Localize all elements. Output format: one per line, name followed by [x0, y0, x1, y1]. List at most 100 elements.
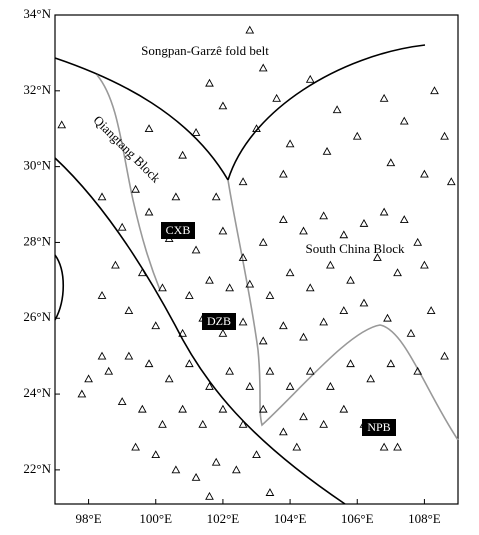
station [359, 298, 369, 307]
station [252, 450, 261, 459]
station [373, 253, 382, 261]
y-tick-label: 28°N [23, 233, 51, 248]
station [440, 351, 449, 360]
station [319, 317, 329, 326]
station [386, 158, 396, 167]
station [446, 177, 456, 186]
station [305, 366, 315, 375]
fault-line [54, 157, 346, 505]
station [393, 268, 402, 277]
station [399, 116, 409, 125]
station [430, 86, 439, 95]
station [420, 169, 429, 178]
station [279, 427, 288, 436]
station [322, 146, 332, 155]
station [258, 63, 268, 72]
station [238, 177, 248, 186]
station [272, 93, 282, 102]
station [144, 207, 154, 216]
station [158, 419, 167, 428]
y-tick-label: 30°N [23, 158, 51, 173]
station [399, 215, 409, 224]
station [171, 192, 181, 201]
station [406, 328, 416, 337]
station [178, 328, 187, 337]
station [359, 419, 369, 428]
station [158, 283, 167, 292]
station [144, 359, 154, 368]
station [97, 290, 107, 299]
station [151, 321, 161, 330]
station [225, 283, 234, 292]
station [305, 74, 315, 83]
station [252, 124, 261, 133]
station [285, 139, 295, 148]
station [440, 131, 449, 140]
station [346, 359, 355, 368]
station [205, 78, 214, 87]
label-box [362, 419, 396, 436]
region-label: Songpan-Garzê fold belt [141, 43, 269, 58]
station [238, 253, 248, 261]
region-label: South China Block [306, 241, 405, 256]
y-tick-label: 22°N [23, 461, 51, 476]
station [164, 234, 174, 242]
station [265, 488, 275, 496]
station [326, 260, 335, 269]
station [292, 442, 302, 451]
station [218, 226, 228, 235]
station [84, 374, 93, 383]
station [117, 397, 127, 405]
station [124, 351, 134, 360]
station [359, 218, 369, 227]
station [265, 290, 275, 299]
station [111, 260, 120, 269]
station [211, 457, 221, 466]
station [77, 389, 87, 398]
station [184, 290, 194, 299]
station [218, 101, 228, 110]
y-tick-label: 26°N [23, 309, 51, 324]
label-box [202, 313, 236, 330]
station [97, 192, 107, 201]
station [258, 336, 268, 345]
station [137, 268, 147, 277]
station [383, 313, 392, 322]
station [151, 450, 161, 459]
station [265, 366, 275, 375]
x-tick-label: 102°E [207, 511, 240, 526]
basin-label: NPB [367, 420, 390, 434]
station [238, 317, 248, 326]
station [346, 275, 355, 284]
station [352, 131, 362, 140]
station [319, 419, 329, 428]
station [279, 169, 288, 178]
station [104, 366, 114, 375]
station [198, 419, 208, 428]
y-tick-label: 32°N [23, 82, 51, 97]
station [420, 260, 429, 269]
station [339, 306, 349, 315]
station [245, 279, 255, 288]
station [426, 306, 436, 315]
station [225, 366, 234, 375]
station [238, 419, 248, 428]
fault-line [96, 74, 161, 291]
station [131, 184, 140, 193]
station [97, 351, 107, 360]
station [137, 404, 147, 413]
station [205, 491, 214, 500]
station [245, 381, 255, 390]
x-tick-label: 100°E [139, 511, 172, 526]
station [218, 404, 228, 413]
station [231, 465, 241, 474]
station [379, 93, 389, 102]
station [285, 268, 295, 277]
station [191, 472, 201, 481]
station [117, 222, 127, 231]
station [245, 25, 255, 34]
station [339, 230, 349, 239]
station [305, 283, 315, 292]
station [131, 442, 140, 451]
